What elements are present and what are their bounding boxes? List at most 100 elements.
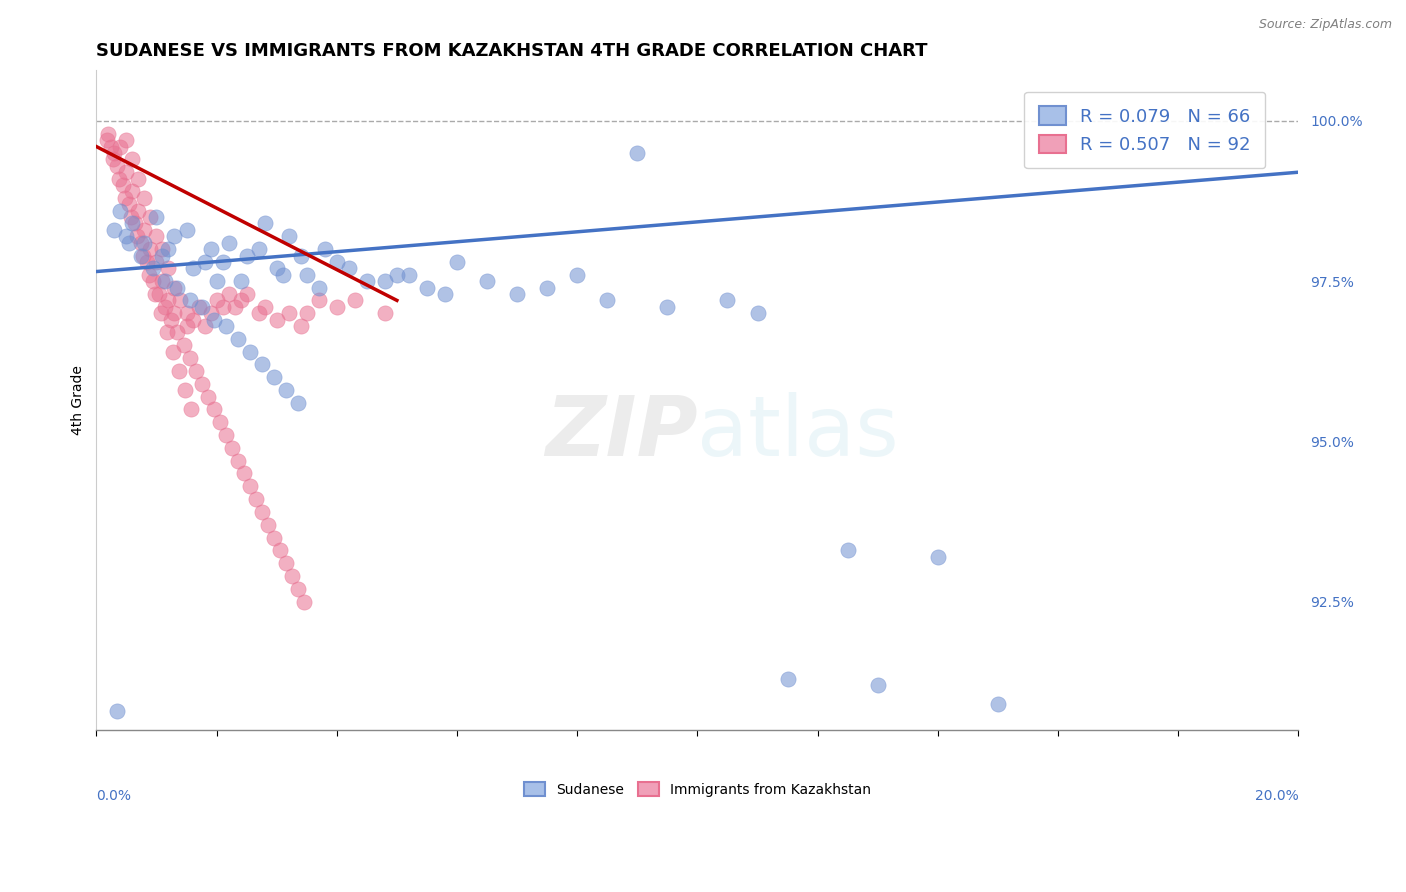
Sudanese — [166, 280, 188, 294]
Immigrants from Kazakhstan — [163, 280, 186, 294]
Immigrants from Kazakhstan — [101, 153, 124, 167]
Immigrants from Kazakhstan — [156, 326, 179, 340]
Sudanese — [179, 293, 201, 308]
Immigrants from Kazakhstan — [173, 338, 195, 352]
Immigrants from Kazakhstan — [132, 248, 155, 262]
Sudanese — [290, 248, 312, 262]
Sudanese — [287, 396, 309, 410]
Sudanese — [506, 287, 529, 301]
Sudanese — [250, 358, 273, 372]
Sudanese — [181, 261, 204, 276]
Immigrants from Kazakhstan — [112, 178, 135, 192]
Sudanese — [226, 332, 249, 346]
Sudanese — [145, 210, 167, 224]
Immigrants from Kazakhstan — [120, 210, 142, 224]
Immigrants from Kazakhstan — [150, 306, 173, 320]
Immigrants from Kazakhstan — [245, 492, 267, 507]
Immigrants from Kazakhstan — [250, 505, 273, 519]
Sudanese — [152, 248, 174, 262]
Immigrants from Kazakhstan — [152, 242, 174, 256]
Immigrants from Kazakhstan — [105, 159, 128, 173]
Immigrants from Kazakhstan — [103, 145, 125, 160]
Sudanese — [776, 672, 799, 686]
Sudanese — [266, 261, 288, 276]
Sudanese — [229, 274, 252, 288]
Immigrants from Kazakhstan — [134, 191, 156, 205]
Immigrants from Kazakhstan — [148, 287, 170, 301]
Sudanese — [416, 280, 439, 294]
Immigrants from Kazakhstan — [139, 242, 162, 256]
Sudanese — [337, 261, 360, 276]
Immigrants from Kazakhstan — [226, 453, 249, 467]
Immigrants from Kazakhstan — [253, 300, 276, 314]
Sudanese — [596, 293, 619, 308]
Immigrants from Kazakhstan — [127, 229, 149, 244]
Immigrants from Kazakhstan — [263, 531, 285, 545]
Immigrants from Kazakhstan — [139, 210, 162, 224]
Immigrants from Kazakhstan — [235, 287, 257, 301]
Sudanese — [536, 280, 558, 294]
Immigrants from Kazakhstan — [202, 402, 225, 417]
Sudanese — [218, 235, 240, 250]
Immigrants from Kazakhstan — [180, 402, 202, 417]
Immigrants from Kazakhstan — [193, 319, 215, 334]
Immigrants from Kazakhstan — [115, 165, 138, 179]
Sudanese — [110, 203, 132, 218]
Immigrants from Kazakhstan — [256, 517, 278, 532]
Sudanese — [193, 255, 215, 269]
Sudanese — [657, 300, 679, 314]
Immigrants from Kazakhstan — [179, 351, 201, 365]
Y-axis label: 4th Grade: 4th Grade — [72, 365, 86, 434]
Immigrants from Kazakhstan — [343, 293, 366, 308]
Immigrants from Kazakhstan — [221, 441, 243, 455]
Legend: Sudanese, Immigrants from Kazakhstan: Sudanese, Immigrants from Kazakhstan — [519, 776, 876, 802]
Immigrants from Kazakhstan — [181, 312, 204, 326]
Sudanese — [105, 704, 128, 718]
Immigrants from Kazakhstan — [145, 229, 167, 244]
Sudanese — [121, 217, 143, 231]
Sudanese — [626, 145, 648, 160]
Immigrants from Kazakhstan — [176, 319, 198, 334]
Immigrants from Kazakhstan — [232, 467, 254, 481]
Immigrants from Kazakhstan — [127, 203, 149, 218]
Immigrants from Kazakhstan — [214, 428, 236, 442]
Immigrants from Kazakhstan — [124, 217, 146, 231]
Sudanese — [157, 242, 180, 256]
Sudanese — [176, 223, 198, 237]
Sudanese — [253, 217, 276, 231]
Immigrants from Kazakhstan — [197, 390, 219, 404]
Sudanese — [142, 261, 165, 276]
Immigrants from Kazakhstan — [110, 139, 132, 153]
Sudanese — [277, 229, 299, 244]
Sudanese — [235, 248, 257, 262]
Immigrants from Kazakhstan — [269, 543, 291, 558]
Immigrants from Kazakhstan — [143, 287, 166, 301]
Immigrants from Kazakhstan — [160, 312, 183, 326]
Immigrants from Kazakhstan — [169, 364, 191, 378]
Sudanese — [308, 280, 330, 294]
Sudanese — [398, 268, 420, 282]
Immigrants from Kazakhstan — [134, 223, 156, 237]
Immigrants from Kazakhstan — [174, 383, 197, 397]
Text: Source: ZipAtlas.com: Source: ZipAtlas.com — [1258, 18, 1392, 31]
Immigrants from Kazakhstan — [127, 171, 149, 186]
Immigrants from Kazakhstan — [136, 255, 159, 269]
Text: ZIP: ZIP — [544, 392, 697, 474]
Immigrants from Kazakhstan — [211, 300, 233, 314]
Sudanese — [118, 235, 141, 250]
Sudanese — [134, 235, 156, 250]
Immigrants from Kazakhstan — [218, 287, 240, 301]
Sudanese — [274, 383, 297, 397]
Immigrants from Kazakhstan — [155, 300, 177, 314]
Sudanese — [211, 255, 233, 269]
Immigrants from Kazakhstan — [280, 569, 302, 583]
Immigrants from Kazakhstan — [277, 306, 299, 320]
Immigrants from Kazakhstan — [138, 268, 160, 282]
Sudanese — [326, 255, 349, 269]
Sudanese — [716, 293, 738, 308]
Sudanese — [433, 287, 456, 301]
Immigrants from Kazakhstan — [169, 293, 191, 308]
Immigrants from Kazakhstan — [96, 133, 118, 147]
Sudanese — [163, 229, 186, 244]
Immigrants from Kazakhstan — [131, 235, 153, 250]
